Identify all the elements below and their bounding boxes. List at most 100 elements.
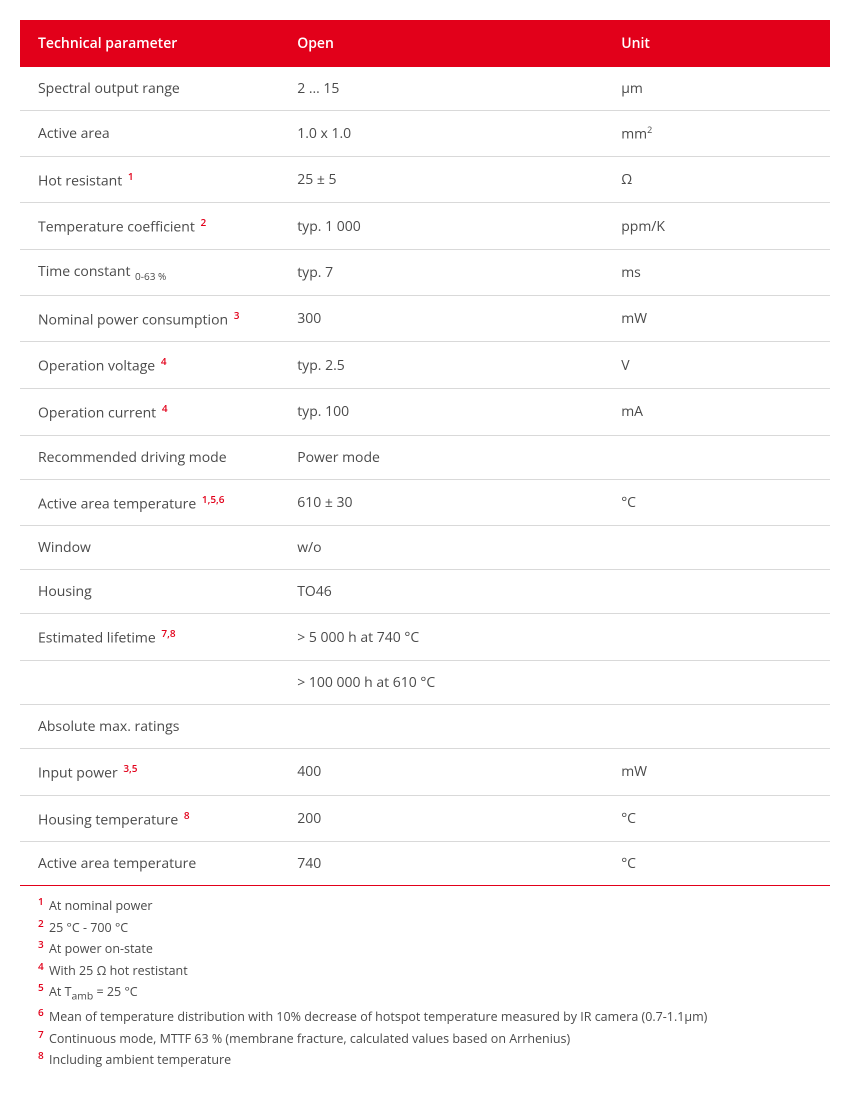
cell-parameter: Temperature coefficient 2 <box>20 203 279 250</box>
col-header-unit: Unit <box>603 20 830 67</box>
cell-value: typ. 2.5 <box>279 342 603 389</box>
cell-parameter: Window <box>20 526 279 570</box>
footnote-number: 7 <box>38 1027 46 1041</box>
cell-unit <box>603 526 830 570</box>
footnote-text: = 25 °C <box>93 984 137 1001</box>
footnote-line: 2 25 °C - 700 °C <box>38 916 812 938</box>
col-header-parameter: Technical parameter <box>20 20 279 67</box>
footnote-line: 6 Mean of temperature distribution with … <box>38 1005 812 1027</box>
unit-label: ppm/K <box>621 217 665 236</box>
cell-parameter <box>20 661 279 705</box>
parameter-label: Hot resistant <box>38 171 122 190</box>
footnote-text: With 25 Ω hot restistant <box>46 962 188 979</box>
cell-parameter: Active area temperature <box>20 842 279 886</box>
table-row: Recommended driving modePower mode <box>20 435 830 479</box>
cell-parameter: Operation voltage 4 <box>20 342 279 389</box>
footnote-number: 6 <box>38 1005 46 1019</box>
unit-label: µm <box>621 79 643 98</box>
unit-label: °C <box>621 493 636 512</box>
cell-parameter: Recommended driving mode <box>20 435 279 479</box>
table-row: Absolute max. ratings <box>20 705 830 749</box>
footnote-text: Mean of temperature distribution with 10… <box>46 1008 708 1025</box>
cell-value: 400 <box>279 749 603 796</box>
table-row: Time constant 0-63 %typ. 7ms <box>20 249 830 295</box>
parameter-label: Window <box>38 538 91 557</box>
footnote-number: 5 <box>38 980 46 994</box>
cell-unit: Ω <box>603 156 830 203</box>
footnote-text: At power on-state <box>46 941 153 958</box>
table-header-row: Technical parameter Open Unit <box>20 20 830 67</box>
table-body: Spectral output range 2 … 15 µm Active area… <box>20 67 830 886</box>
cell-value: w/o <box>279 526 603 570</box>
unit-label: mm <box>621 125 647 144</box>
spec-table: Technical parameter Open Unit Spectral o… <box>20 20 830 886</box>
cell-unit: ms <box>603 249 830 295</box>
table-row: Housing temperature 8200°C <box>20 795 830 842</box>
cell-unit <box>603 705 830 749</box>
table-row: Operation voltage 4typ. 2.5 V <box>20 342 830 389</box>
footnote-number: 3 <box>38 937 46 951</box>
table-row: Temperature coefficient 2typ. 1 000 ppm/K <box>20 203 830 250</box>
parameter-subscript: 0-63 % <box>130 269 166 283</box>
cell-value: 300 <box>279 295 603 342</box>
footnote-ref: 8 <box>182 808 190 822</box>
parameter-label: Housing <box>38 582 92 601</box>
cell-unit <box>603 614 830 661</box>
footnote-ref: 2 <box>199 215 207 229</box>
footnote-ref: 1 <box>126 169 134 183</box>
cell-unit <box>603 570 830 614</box>
unit-label: V <box>621 356 629 375</box>
cell-value: typ. 7 <box>279 249 603 295</box>
footnote-line: 8 Including ambient temperature <box>38 1048 812 1070</box>
table-row: Spectral output range 2 … 15 µm <box>20 67 830 111</box>
parameter-label: Spectral output range <box>38 79 180 98</box>
footnote-text: Including ambient temperature <box>46 1052 231 1069</box>
cell-parameter: Active area temperature 1,5,6 <box>20 479 279 526</box>
parameter-label: Active area <box>38 124 110 143</box>
cell-parameter: Estimated lifetime 7,8 <box>20 614 279 661</box>
cell-value: > 5 000 h at 740 °C <box>279 614 603 661</box>
footnote-line: 3 At power on-state <box>38 937 812 959</box>
table-row: Window w/o <box>20 526 830 570</box>
cell-parameter: Input power 3,5 <box>20 749 279 796</box>
footnote-ref: 4 <box>160 401 168 415</box>
cell-value: typ. 1 000 <box>279 203 603 250</box>
cell-value: 25 ± 5 <box>279 156 603 203</box>
unit-label: ms <box>621 263 641 282</box>
cell-unit: mW <box>603 295 830 342</box>
cell-unit: V <box>603 342 830 389</box>
footnote-number: 4 <box>38 959 46 973</box>
cell-value: typ. 100 <box>279 389 603 436</box>
cell-parameter: Time constant 0-63 % <box>20 249 279 295</box>
table-row: Input power 3,5400mW <box>20 749 830 796</box>
unit-superscript: 2 <box>647 123 652 136</box>
cell-value: 200 <box>279 795 603 842</box>
unit-label: °C <box>621 809 636 828</box>
footnote-number: 2 <box>38 916 46 930</box>
parameter-label: Nominal power consumption <box>38 310 228 329</box>
footnote-line: 5 At Tamb = 25 °C <box>38 980 812 1005</box>
footnotes-block: 1 At nominal power2 25 °C - 700 °C3 At p… <box>20 886 830 1080</box>
cell-value: TO46 <box>279 570 603 614</box>
footnote-text: 25 °C - 700 °C <box>46 919 128 936</box>
parameter-label: Active area temperature <box>38 854 196 873</box>
cell-unit <box>603 661 830 705</box>
cell-parameter: Spectral output range <box>20 67 279 111</box>
cell-unit: mA <box>603 389 830 436</box>
cell-value: 2 … 15 <box>279 67 603 111</box>
footnote-line: 4 With 25 Ω hot restistant <box>38 959 812 981</box>
footnote-number: 1 <box>38 894 46 908</box>
cell-value <box>279 705 603 749</box>
table-row: Active area temperature740°C <box>20 842 830 886</box>
cell-parameter: Housing <box>20 570 279 614</box>
parameter-label: Time constant <box>38 262 130 281</box>
cell-parameter: Absolute max. ratings <box>20 705 279 749</box>
col-header-open: Open <box>279 20 603 67</box>
cell-unit: mW <box>603 749 830 796</box>
parameter-label: Operation voltage <box>38 357 155 376</box>
cell-value: 610 ± 30 <box>279 479 603 526</box>
table-row: Estimated lifetime 7,8> 5 000 h at 740 °… <box>20 614 830 661</box>
parameter-label: Absolute max. ratings <box>38 717 179 736</box>
spec-table-container: Technical parameter Open Unit Spectral o… <box>20 20 830 1080</box>
cell-unit: µm <box>603 67 830 111</box>
